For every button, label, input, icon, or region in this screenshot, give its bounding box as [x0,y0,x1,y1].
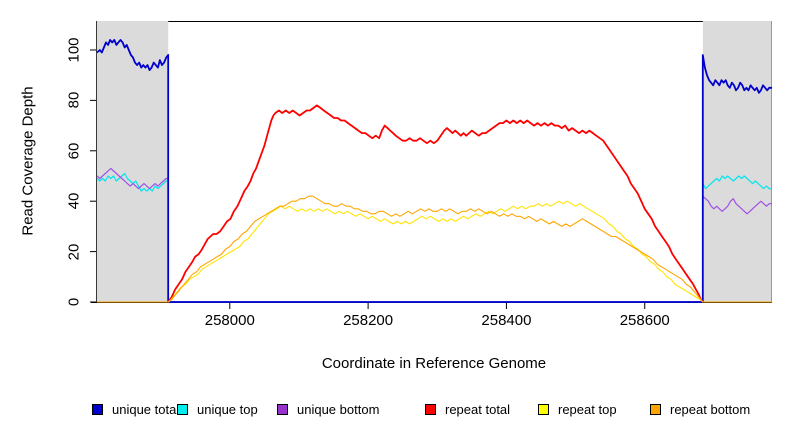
x-tick-label: 258000 [204,312,255,329]
legend-swatch-repeat-total [425,404,436,415]
legend-label: unique total [112,402,180,417]
legend-label: unique bottom [297,402,380,417]
series-line-unique-bottom [96,167,772,303]
x-tick-label: 258200 [343,312,394,329]
y-tick-label: 100 [65,37,83,63]
series-line-repeat-top [168,200,704,303]
y-axis-title: Read Coverage Depth [19,86,37,236]
y-tick-label: 20 [65,243,83,260]
legend-swatch-unique-total [92,404,103,415]
series-line-unique-total [96,39,772,303]
series-line-repeat-bottom [97,195,772,303]
y-tick-label: 0 [65,297,83,307]
legend-swatch-repeat-bottom [650,404,661,415]
x-axis-title: Coordinate in Reference Genome [321,355,547,372]
legend-label: unique top [197,402,258,417]
y-tick-label: 60 [65,142,83,160]
series-line-repeat-total [167,104,704,303]
x-tick-label: 258400 [481,312,532,329]
legend-label: repeat bottom [670,402,751,417]
shaded-flank-region [702,21,772,302]
shaded-flank-region [97,21,169,302]
series-line-unique-top [96,172,772,303]
legend-label: repeat top [558,402,617,417]
x-tick-label: 258600 [619,312,670,329]
y-tick-label: 80 [65,92,83,109]
legend-swatch-repeat-top [538,404,549,415]
legend-swatch-unique-bottom [277,404,288,415]
y-tick-label: 40 [65,192,83,210]
legend-label: repeat total [445,402,511,417]
legend-swatch-unique-top [177,404,188,415]
